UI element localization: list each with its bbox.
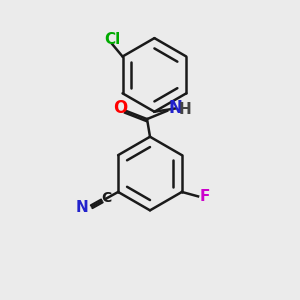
Text: F: F	[200, 189, 210, 204]
Text: C: C	[101, 191, 111, 206]
Text: N: N	[75, 200, 88, 215]
Text: N: N	[168, 99, 182, 117]
Text: H: H	[178, 102, 191, 117]
Text: Cl: Cl	[104, 32, 120, 47]
Text: O: O	[113, 99, 128, 117]
